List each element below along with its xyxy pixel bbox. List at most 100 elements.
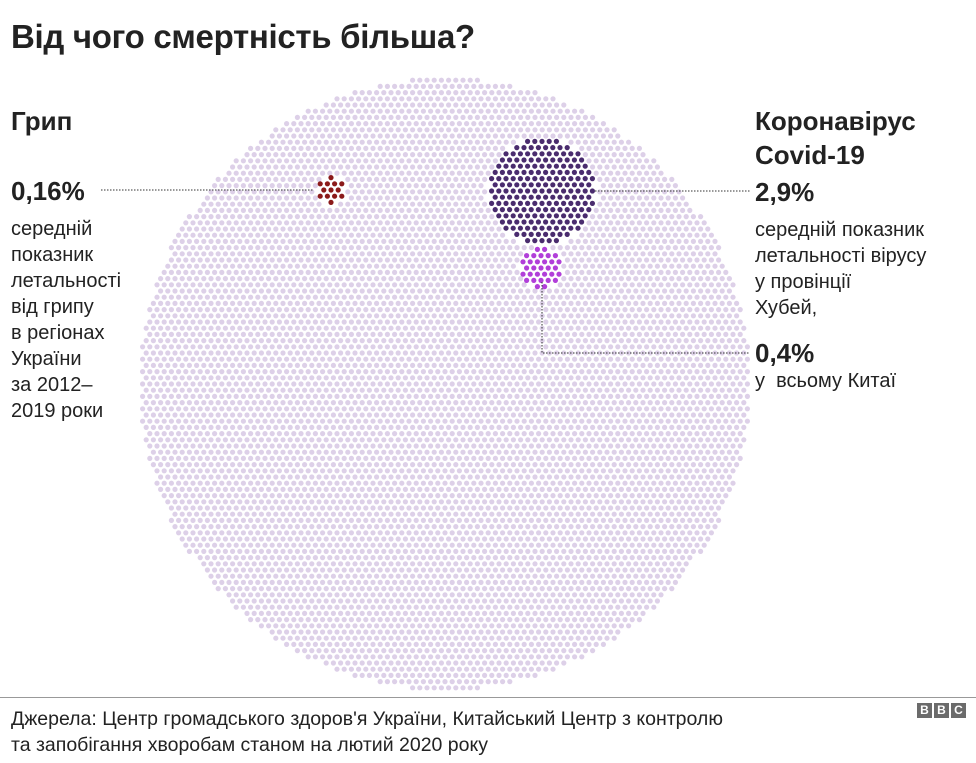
background-dot xyxy=(536,344,542,350)
background-dot xyxy=(550,406,556,412)
background-dot xyxy=(665,319,671,325)
background-dot xyxy=(341,232,347,238)
background-dot xyxy=(262,505,268,511)
background-dot xyxy=(449,207,455,213)
background-dot xyxy=(500,505,506,511)
background-dot xyxy=(723,418,729,424)
background-dot xyxy=(636,307,643,313)
background-dot xyxy=(514,331,520,337)
background-dot xyxy=(413,530,419,536)
background-dot xyxy=(186,338,192,344)
background-dot xyxy=(525,511,531,517)
background-dot xyxy=(489,437,495,443)
background-dot xyxy=(640,276,646,282)
background-dot xyxy=(626,201,632,207)
background-dot xyxy=(510,474,516,480)
background-dot xyxy=(258,214,264,220)
background-dot xyxy=(654,300,661,306)
background-dot xyxy=(165,288,171,294)
background-dot xyxy=(600,319,607,325)
background-dot xyxy=(298,307,304,313)
background-dot xyxy=(669,176,675,182)
background-dot xyxy=(194,424,200,430)
background-dot xyxy=(464,220,470,226)
background-dot xyxy=(251,449,257,455)
background-dot xyxy=(219,245,225,251)
background-dot xyxy=(575,313,581,319)
background-dot xyxy=(294,462,300,468)
background-dot xyxy=(420,406,426,412)
background-dot xyxy=(363,307,369,313)
background-dot xyxy=(302,338,308,344)
background-dot xyxy=(413,195,419,201)
background-dot xyxy=(568,486,574,492)
background-dot xyxy=(309,238,315,244)
background-dot xyxy=(453,226,459,232)
background-dot xyxy=(287,511,293,517)
background-dot xyxy=(352,462,358,468)
background-dot xyxy=(179,300,185,306)
background-dot xyxy=(654,511,661,517)
background-dot xyxy=(194,338,200,344)
background-dot xyxy=(636,505,643,511)
background-dot xyxy=(255,356,261,362)
background-dot xyxy=(550,480,556,486)
background-dot xyxy=(586,418,592,424)
background-dot xyxy=(428,232,434,238)
background-dot xyxy=(424,226,430,232)
background-dot xyxy=(654,263,661,269)
background-dot xyxy=(320,294,326,300)
background-dot xyxy=(413,393,419,399)
background-dot xyxy=(287,226,293,232)
background-dot xyxy=(143,362,149,368)
background-dot xyxy=(190,331,196,337)
background-dot xyxy=(647,387,653,393)
background-dot xyxy=(600,269,607,275)
background-dot xyxy=(719,387,725,393)
background-dot xyxy=(471,158,477,164)
background-dot xyxy=(233,443,239,449)
background-dot xyxy=(276,282,282,288)
background-dot xyxy=(330,139,336,145)
background-dot xyxy=(158,325,164,331)
background-dot xyxy=(244,263,250,269)
background-dot xyxy=(305,108,311,114)
background-dot xyxy=(690,462,697,468)
background-dot xyxy=(161,406,167,412)
background-dot xyxy=(410,449,416,455)
background-dot xyxy=(276,530,282,536)
background-dot xyxy=(446,325,452,331)
background-dot xyxy=(298,393,304,399)
background-dot xyxy=(302,362,308,368)
background-dot xyxy=(644,257,650,263)
background-dot xyxy=(183,220,189,226)
background-dot xyxy=(327,393,333,399)
background-dot xyxy=(568,511,574,517)
background-dot xyxy=(305,294,311,300)
background-dot xyxy=(208,499,214,505)
background-dot xyxy=(536,121,542,127)
background-dot xyxy=(611,462,617,468)
background-dot xyxy=(381,127,387,133)
background-dot xyxy=(244,449,250,455)
background-dot xyxy=(345,350,351,356)
background-dot xyxy=(348,418,354,424)
background-dot xyxy=(352,288,358,294)
background-dot xyxy=(482,263,488,269)
background-dot xyxy=(219,505,225,511)
background-dot xyxy=(366,201,372,207)
background-dot xyxy=(276,232,282,238)
background-dot xyxy=(435,257,441,263)
background-dot xyxy=(705,276,711,282)
background-dot xyxy=(359,499,365,505)
background-dot xyxy=(514,121,520,127)
background-dot xyxy=(629,418,635,424)
background-dot xyxy=(507,468,513,474)
background-dot xyxy=(424,139,430,145)
background-dot xyxy=(435,108,441,114)
background-dot xyxy=(334,220,340,226)
background-dot xyxy=(352,189,358,195)
background-dot xyxy=(665,418,671,424)
background-dot xyxy=(388,102,394,108)
background-dot xyxy=(428,530,434,536)
